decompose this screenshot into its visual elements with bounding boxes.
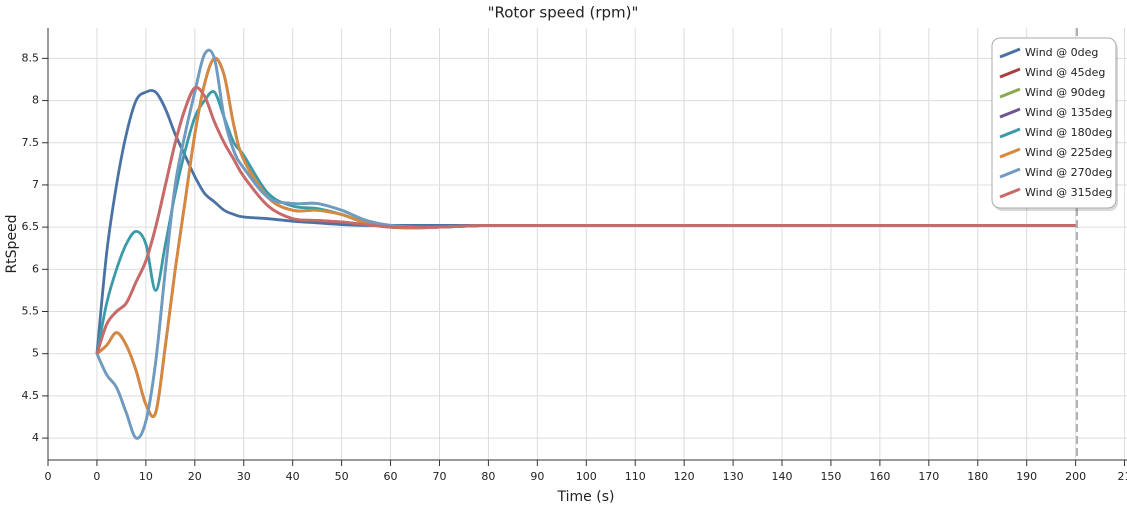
legend-swatch <box>999 187 1021 199</box>
y-tick-label: 7 <box>32 178 39 191</box>
x-tick-label: 170 <box>918 470 939 483</box>
legend-label: Wind @ 135deg <box>1025 106 1112 119</box>
y-tick-label: 6.5 <box>22 220 40 233</box>
y-tick-label: 8.5 <box>22 51 40 64</box>
x-tick-label: 70 <box>432 470 446 483</box>
chart-title: "Rotor speed (rpm)" <box>488 4 639 22</box>
x-tick-label: 0 <box>45 470 52 483</box>
x-tick-label: 150 <box>820 470 841 483</box>
legend-box <box>991 37 1117 209</box>
x-tick-label: 180 <box>967 470 988 483</box>
x-tick-label: 21 <box>1118 470 1127 483</box>
legend-swatch <box>999 87 1021 99</box>
x-tick-label: 110 <box>625 470 646 483</box>
x-tick-label: 140 <box>772 470 793 483</box>
x-tick-label: 50 <box>335 470 349 483</box>
x-tick-label: 200 <box>1065 470 1086 483</box>
x-axis-label: Time (s) <box>557 489 615 505</box>
x-tick-label: 90 <box>530 470 544 483</box>
legend-swatch <box>999 107 1021 119</box>
x-tick-label: 20 <box>188 470 202 483</box>
x-tick-label: 10 <box>139 470 153 483</box>
legend-swatch <box>999 167 1021 179</box>
y-tick-label: 5 <box>32 347 39 360</box>
legend-swatch <box>999 147 1021 159</box>
legend-label: Wind @ 0deg <box>1025 46 1098 59</box>
x-tick-label: 130 <box>723 470 744 483</box>
y-tick-label: 4 <box>32 431 39 444</box>
x-tick-label: 160 <box>869 470 890 483</box>
series-line <box>95 86 1076 355</box>
y-tick-label: 8 <box>32 94 39 107</box>
x-tick-label: 80 <box>481 470 495 483</box>
x-tick-label: 120 <box>674 470 695 483</box>
axes: 0 0 10 20 30 40 50 60 70 80 90 100 110 120 130 140 150 16… <box>22 28 1127 483</box>
lines <box>95 48 1076 440</box>
legend-swatch <box>999 47 1021 59</box>
legend-label: Wind @ 180deg <box>1025 126 1112 139</box>
legend-label: Wind @ 270deg <box>1025 166 1112 179</box>
y-axis-label: RtSpeed <box>4 214 20 273</box>
grid <box>47 28 1127 460</box>
legend-label: Wind @ 225deg <box>1025 146 1112 159</box>
y-tick-label: 5.5 <box>22 305 40 318</box>
x-tick-label: 100 <box>576 470 597 483</box>
x-tick-label: 190 <box>1016 470 1037 483</box>
x-tick-label: 60 <box>384 470 398 483</box>
x-tick-label: 30 <box>237 470 251 483</box>
y-tick-label: 6 <box>32 262 39 275</box>
y-tick-label: 7.5 <box>22 136 40 149</box>
legend-label: Wind @ 315deg <box>1025 186 1112 199</box>
legend-swatch <box>999 67 1021 79</box>
legend-label: Wind @ 45deg <box>1025 66 1105 79</box>
x-tick-label: 40 <box>286 470 300 483</box>
legend-swatch <box>999 127 1021 139</box>
legend: Wind @ 0deg Wind @ 45deg Wind @ 90deg Wind … <box>991 37 1118 211</box>
y-tick-label: 4.5 <box>22 389 40 402</box>
x-tick-label: 0 <box>93 470 100 483</box>
legend-label: Wind @ 90deg <box>1025 86 1105 99</box>
